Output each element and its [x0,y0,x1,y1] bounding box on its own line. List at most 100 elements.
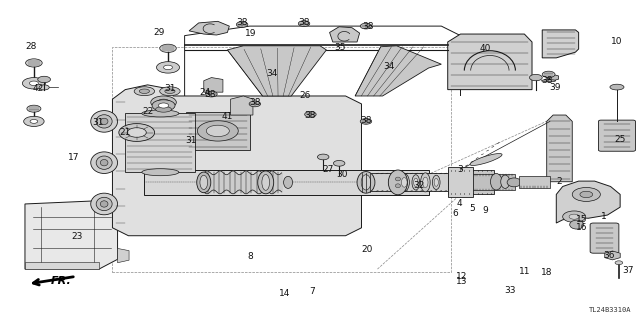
Ellipse shape [490,174,502,190]
Circle shape [157,99,170,106]
Text: 34: 34 [266,69,278,78]
Ellipse shape [96,197,112,211]
Polygon shape [230,96,253,115]
Ellipse shape [165,89,175,93]
Ellipse shape [91,152,118,174]
Text: 42: 42 [32,84,44,93]
Text: 11: 11 [518,267,530,276]
Ellipse shape [196,172,211,193]
Circle shape [29,81,38,85]
Ellipse shape [156,107,172,112]
Ellipse shape [96,156,112,169]
Circle shape [563,211,586,222]
Ellipse shape [25,82,43,85]
Ellipse shape [412,175,420,190]
Circle shape [119,123,155,141]
Polygon shape [547,115,572,182]
Polygon shape [204,78,223,92]
Circle shape [30,120,38,123]
Ellipse shape [413,178,418,187]
Circle shape [236,22,248,27]
Text: 38: 38 [360,116,372,125]
Text: 18: 18 [541,268,552,277]
Polygon shape [605,251,620,260]
Circle shape [159,103,169,108]
Text: 33: 33 [504,286,516,295]
Text: 12: 12 [456,272,467,281]
Polygon shape [548,74,559,81]
Ellipse shape [610,84,624,90]
Text: 8: 8 [247,252,253,261]
Text: 36: 36 [603,251,614,260]
Circle shape [127,128,147,137]
Ellipse shape [160,87,180,96]
Text: 1: 1 [602,212,607,221]
Ellipse shape [420,173,430,192]
Ellipse shape [26,120,42,122]
Polygon shape [330,27,360,42]
Ellipse shape [91,111,118,132]
Ellipse shape [541,80,556,82]
Text: 21: 21 [120,128,131,137]
Text: 27: 27 [322,165,333,174]
Text: 17: 17 [68,153,80,162]
Ellipse shape [96,115,112,128]
Text: 10: 10 [611,38,623,47]
Ellipse shape [200,175,207,189]
Text: 35: 35 [335,43,346,52]
Text: 3: 3 [458,165,463,174]
Text: 31: 31 [92,117,104,127]
Ellipse shape [100,201,108,207]
Ellipse shape [423,177,428,188]
Polygon shape [542,30,579,58]
Bar [145,170,429,195]
Polygon shape [355,46,442,96]
Circle shape [333,160,345,166]
Polygon shape [556,181,620,223]
Text: 22: 22 [142,108,153,116]
Text: TL24B3310A: TL24B3310A [589,307,632,313]
Text: 25: 25 [614,135,626,144]
FancyBboxPatch shape [598,120,636,151]
Circle shape [529,74,542,81]
Ellipse shape [258,171,274,194]
Ellipse shape [142,169,179,176]
Text: 20: 20 [361,245,372,254]
Text: 38: 38 [236,18,248,27]
Text: 38: 38 [305,111,316,120]
Circle shape [542,71,555,78]
Text: 7: 7 [310,287,316,296]
Polygon shape [113,85,362,236]
Ellipse shape [284,176,292,189]
Text: 15: 15 [576,215,588,224]
Bar [473,174,515,190]
FancyBboxPatch shape [590,223,619,253]
Ellipse shape [100,118,108,124]
Circle shape [24,116,44,126]
Bar [186,112,250,150]
Circle shape [205,91,217,97]
Ellipse shape [357,172,375,193]
Ellipse shape [159,66,177,69]
Bar [519,176,550,188]
Text: 40: 40 [479,44,490,54]
Ellipse shape [91,193,118,215]
Circle shape [164,65,173,70]
Text: FR.: FR. [51,276,71,286]
Circle shape [572,188,600,201]
Ellipse shape [570,220,584,229]
Circle shape [197,121,238,141]
Ellipse shape [507,178,521,187]
Bar [371,173,464,191]
Text: 31: 31 [164,85,175,93]
Ellipse shape [361,175,371,190]
Circle shape [26,59,42,67]
Text: 28: 28 [26,42,37,51]
Bar [448,167,473,197]
Ellipse shape [470,153,502,166]
Text: 38: 38 [541,76,552,85]
Ellipse shape [396,177,401,181]
Circle shape [360,119,372,124]
Ellipse shape [140,89,150,93]
Text: 14: 14 [279,289,291,298]
